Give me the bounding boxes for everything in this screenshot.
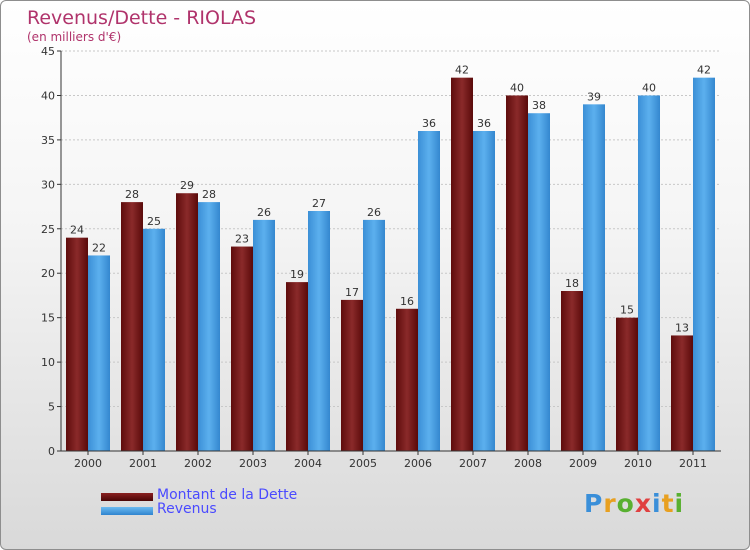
- bar-revenus-2007: [473, 131, 495, 451]
- y-tick-label: 10: [41, 356, 55, 369]
- data-label-revenus-2007: 36: [477, 117, 491, 130]
- bar-revenus-2001: [143, 228, 165, 451]
- data-label-revenus-2001: 25: [147, 215, 161, 228]
- y-tick-label: 35: [41, 134, 55, 147]
- x-tick-label-2009: 2009: [569, 457, 597, 470]
- bar-revenus-2008: [528, 113, 550, 451]
- x-tick-label-2005: 2005: [349, 457, 377, 470]
- x-tick-label-2001: 2001: [129, 457, 157, 470]
- y-tick-label: 30: [41, 178, 55, 191]
- bar-revenus-2003: [253, 219, 275, 451]
- bar-debt-2004: [286, 282, 308, 451]
- data-label-revenus-2003: 26: [257, 206, 271, 219]
- x-tick-label-2004: 2004: [294, 457, 322, 470]
- chart-subtitle: (en milliers d'€): [27, 30, 122, 44]
- bar-debt-2009: [561, 291, 583, 451]
- bar-debt-2007: [451, 77, 473, 452]
- bar-debt-2006: [396, 308, 418, 451]
- data-label-revenus-2011: 42: [697, 64, 711, 77]
- y-tick-label: 20: [41, 267, 55, 280]
- data-label-debt-2009: 18: [565, 277, 579, 290]
- data-label-debt-2003: 23: [235, 233, 249, 246]
- bar-debt-2000: [66, 237, 88, 451]
- bar-debt-2008: [506, 95, 528, 451]
- x-tick-label-2003: 2003: [239, 457, 267, 470]
- data-label-debt-2004: 19: [290, 268, 304, 281]
- y-tick-label: 25: [41, 223, 55, 236]
- logo-letter: i: [674, 489, 685, 518]
- x-tick-label-2008: 2008: [514, 457, 542, 470]
- data-label-debt-2000: 24: [70, 224, 84, 237]
- data-label-revenus-2004: 27: [312, 197, 326, 210]
- data-label-debt-2001: 28: [125, 188, 139, 201]
- logo-letter: t: [661, 489, 675, 518]
- data-label-revenus-2006: 36: [422, 117, 436, 130]
- bar-debt-2010: [616, 317, 638, 451]
- legend-label-revenus: Revenus: [157, 501, 217, 517]
- data-label-debt-2010: 15: [620, 304, 634, 317]
- y-tick-label: 15: [41, 312, 55, 325]
- data-label-revenus-2010: 40: [642, 81, 656, 94]
- y-tick-label: 0: [48, 445, 55, 458]
- logo-letter: i: [652, 489, 662, 518]
- data-label-debt-2006: 16: [400, 295, 414, 308]
- x-tick-label-2010: 2010: [624, 457, 652, 470]
- bar-debt-2001: [121, 202, 143, 451]
- data-label-debt-2008: 40: [510, 81, 524, 94]
- chart-title: Revenus/Dette - RIOLAS: [27, 7, 257, 29]
- legend-label-debt: Montant de la Dette: [157, 487, 298, 503]
- bar-debt-2005: [341, 299, 363, 451]
- data-label-revenus-2000: 22: [92, 241, 106, 254]
- data-label-debt-2002: 29: [180, 179, 194, 192]
- bar-revenus-2004: [308, 211, 330, 451]
- bar-revenus-2010: [638, 95, 660, 451]
- x-tick-label-2002: 2002: [184, 457, 212, 470]
- x-tick-label-2000: 2000: [74, 457, 102, 470]
- data-label-revenus-2008: 38: [532, 99, 546, 112]
- data-label-revenus-2005: 26: [367, 206, 381, 219]
- bar-revenus-2011: [693, 77, 715, 452]
- x-tick-label-2006: 2006: [404, 457, 432, 470]
- proxiti-logo: Proxiti: [584, 489, 684, 518]
- x-tick-label-2011: 2011: [679, 457, 707, 470]
- data-label-debt-2011: 13: [675, 321, 689, 334]
- logo-letter: r: [603, 489, 617, 518]
- logo-letter: x: [634, 489, 652, 518]
- bar-revenus-2000: [88, 255, 110, 451]
- logo-letter: o: [616, 489, 635, 518]
- y-tick-label: 5: [48, 401, 55, 414]
- bar-revenus-2009: [583, 104, 605, 451]
- data-label-debt-2005: 17: [345, 286, 359, 299]
- y-tick-label: 45: [41, 45, 55, 58]
- x-tick-label-2007: 2007: [459, 457, 487, 470]
- bar-debt-2003: [231, 246, 253, 451]
- data-label-revenus-2009: 39: [587, 90, 601, 103]
- data-label-debt-2007: 42: [455, 64, 469, 77]
- y-tick-label: 40: [41, 89, 55, 102]
- legend-swatch-revenus: [101, 507, 153, 515]
- bar-debt-2011: [671, 335, 693, 451]
- logo-letter: P: [584, 489, 604, 518]
- legend-swatch-debt: [101, 493, 153, 501]
- bar-revenus-2005: [363, 219, 385, 451]
- data-label-revenus-2002: 28: [202, 188, 216, 201]
- bar-revenus-2002: [198, 202, 220, 451]
- bar-revenus-2006: [418, 131, 440, 451]
- bar-debt-2002: [176, 193, 198, 451]
